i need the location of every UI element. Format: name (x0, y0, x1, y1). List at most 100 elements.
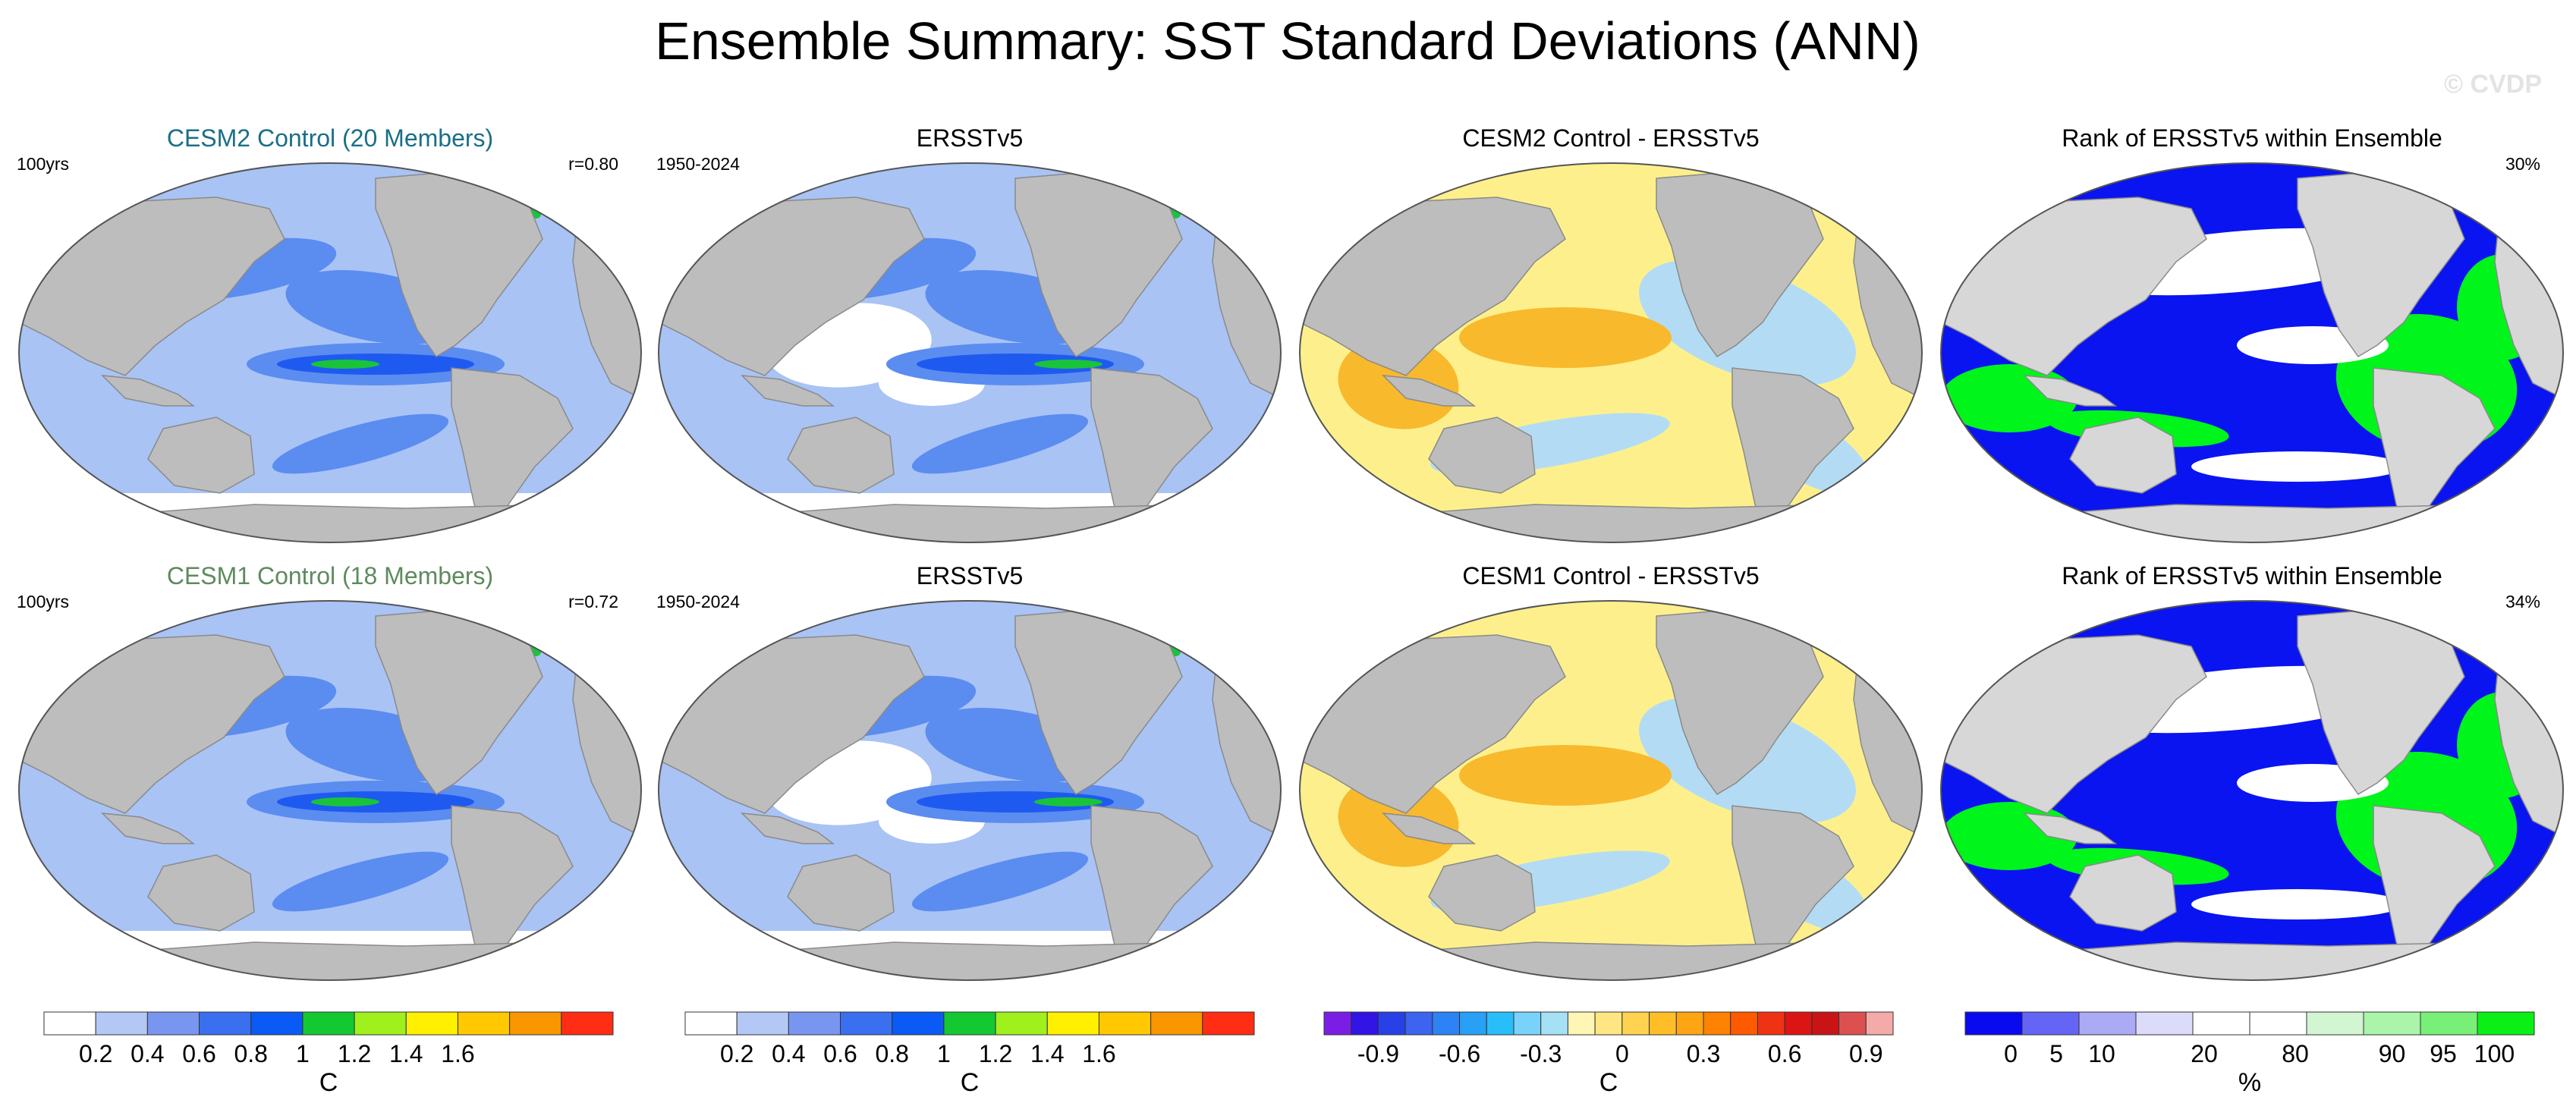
land-mass-1 (1941, 634, 2207, 814)
land-mass-3 (147, 416, 255, 494)
colorbar-swatch (95, 1011, 148, 1036)
colorbar-swatch (1098, 1011, 1152, 1036)
colorbar-tick-label: 0 (1615, 1040, 1629, 1067)
colorbar-tick-label: 0.2 (79, 1040, 112, 1067)
colorbar-swatch (1757, 1011, 1785, 1036)
colorbar-tick-label: 1.4 (1030, 1040, 1064, 1067)
panel-title: CESM1 Control (18 Members) (167, 562, 493, 589)
panel-title: Rank of ERSSTv5 within Ensemble (2062, 124, 2442, 152)
colorbar-tick-label: 1.2 (979, 1040, 1012, 1067)
panel-r1-c2: ERSSTv5 1950-2024 (656, 124, 1282, 543)
colorbar-tick-label: 10 (2088, 1040, 2115, 1067)
panel-title: CESM1 Control - ERSSTv5 (1462, 562, 1759, 589)
colorbar-tick-label: 0.4 (131, 1040, 164, 1067)
colorbar-tick-label: 0.6 (1768, 1040, 1801, 1067)
panel-title: ERSSTv5 (917, 562, 1023, 589)
colorbar-tick-label: 5 (2049, 1040, 2063, 1067)
colorbar-tick-label: 0.8 (234, 1040, 267, 1067)
figure-title: Ensemble Summary: SST Standard Deviation… (655, 11, 1920, 71)
land-mass-5 (1731, 805, 1854, 974)
colorbar-tick-label: 0.6 (182, 1040, 215, 1067)
colorbar-row: 0.2 0.4 0.6 0.8 1 1.2 1.4 1.6 C 0.2 0.4 0.6 0.8 1 1.2 1… (43, 1011, 2535, 1097)
colorbar-swatch (1202, 1011, 1255, 1036)
colorbar-swatch (2477, 1011, 2535, 1036)
colorbar-tick-label: 100 (2474, 1040, 2515, 1067)
land-mass-3 (2069, 854, 2177, 932)
panel-title: Rank of ERSSTv5 within Ensemble (2062, 562, 2442, 589)
land-mass-2 (740, 375, 835, 407)
colorbar-1: 0.2 0.4 0.6 0.8 1 1.2 1.4 1.6 C (43, 1011, 614, 1097)
colorbar-unit: C (961, 1068, 980, 1097)
colorbar-4: 0 5 10 20 80 90 95 100% (1964, 1011, 2535, 1097)
land-mass-2 (2022, 813, 2118, 844)
land-mass-2 (100, 813, 196, 844)
colorbar-swatch (1730, 1011, 1758, 1036)
colorbar-3: -0.9 -0.6 -0.3 0 0.3 0.6 0.9 C (1323, 1011, 1894, 1097)
colorbar-swatch (1811, 1011, 1840, 1036)
colorbar-tick-label: 0.2 (720, 1040, 753, 1067)
globe-outline (18, 162, 642, 543)
panel-grid: CESM2 Control (20 Members) 100yrs r=0.80 ER… (17, 124, 2564, 981)
colorbar-swatch (995, 1011, 1048, 1036)
colorbar-swatch (1432, 1011, 1461, 1036)
colorbar-swatch (1567, 1011, 1596, 1036)
colorbar-swatch (146, 1011, 200, 1036)
colorbar-swatch (405, 1011, 458, 1036)
colorbar-swatch (302, 1011, 355, 1036)
colorbar-swatch (1486, 1011, 1514, 1036)
land-mass-1 (19, 634, 285, 814)
colorbar-tick-label: 95 (2430, 1040, 2457, 1067)
colorbar-swatch (354, 1011, 407, 1036)
panel-left-label: 1950-2024 (656, 154, 740, 174)
panel-r2-c2: ERSSTv5 1950-2024 (656, 562, 1282, 981)
land-mass-1 (1941, 196, 2207, 376)
land-mass-1 (659, 196, 925, 376)
colorbar-swatch (2306, 1011, 2364, 1036)
colorbar-swatch (561, 1011, 614, 1036)
colorbar-tick-label: 90 (2379, 1040, 2406, 1067)
panel-r1-c3: CESM2 Control - ERSSTv5 (1299, 124, 1923, 543)
colorbar-tick-label: 1.6 (1082, 1040, 1115, 1067)
colorbar-swatch (1046, 1011, 1099, 1036)
land-mass-5 (451, 367, 574, 536)
panel-right-label: r=0.72 (568, 592, 618, 611)
globe-outline (1940, 600, 2564, 981)
panel-r1-c4: Rank of ERSSTv5 within Ensemble 30% (1940, 124, 2564, 543)
colorbar-swatch (2420, 1011, 2478, 1036)
colorbar-swatch (1323, 1011, 1352, 1036)
colorbar-tick-label: 1.2 (338, 1040, 371, 1067)
globe-outline (18, 600, 642, 981)
land-mass-5 (2373, 367, 2496, 536)
colorbar-swatch (1540, 1011, 1568, 1036)
colorbar-swatch (43, 1011, 96, 1036)
colorbar-tick-label: 0.8 (875, 1040, 908, 1067)
colorbar-swatch (1459, 1011, 1487, 1036)
land-mass-5 (1731, 367, 1854, 536)
colorbar-swatch (199, 1011, 252, 1036)
panel-r2-c1: CESM1 Control (18 Members) 100yrs r=0.72 (17, 562, 642, 981)
colorbar-swatch (1784, 1011, 1813, 1036)
colorbar-swatch (1513, 1011, 1542, 1036)
colorbar-tick-label: 0.3 (1687, 1040, 1720, 1067)
colorbar-swatch (2135, 1011, 2194, 1036)
colorbar-swatch (2021, 1011, 2080, 1036)
panel-title: ERSSTv5 (917, 124, 1023, 152)
land-mass-3 (787, 416, 895, 494)
colorbar-swatch (1404, 1011, 1433, 1036)
land-mass-2 (2022, 375, 2118, 407)
land-mass-3 (1428, 416, 1536, 494)
colorbar-swatch (684, 1011, 738, 1036)
colorbar-swatch (1594, 1011, 1623, 1036)
colorbar-swatch (788, 1011, 841, 1036)
panel-title: CESM2 Control (20 Members) (167, 124, 493, 152)
colorbar-unit: % (2238, 1068, 2261, 1097)
globe-outline (1940, 162, 2564, 543)
colorbar-swatch (1703, 1011, 1731, 1036)
colorbar-tick-label: -0.9 (1357, 1040, 1399, 1067)
land-mass-5 (451, 805, 574, 974)
colorbar-unit: C (319, 1068, 338, 1097)
colorbar-swatch (1675, 1011, 1704, 1036)
land-mass-3 (2069, 416, 2177, 494)
colorbar-tick-label: 1.4 (389, 1040, 423, 1067)
